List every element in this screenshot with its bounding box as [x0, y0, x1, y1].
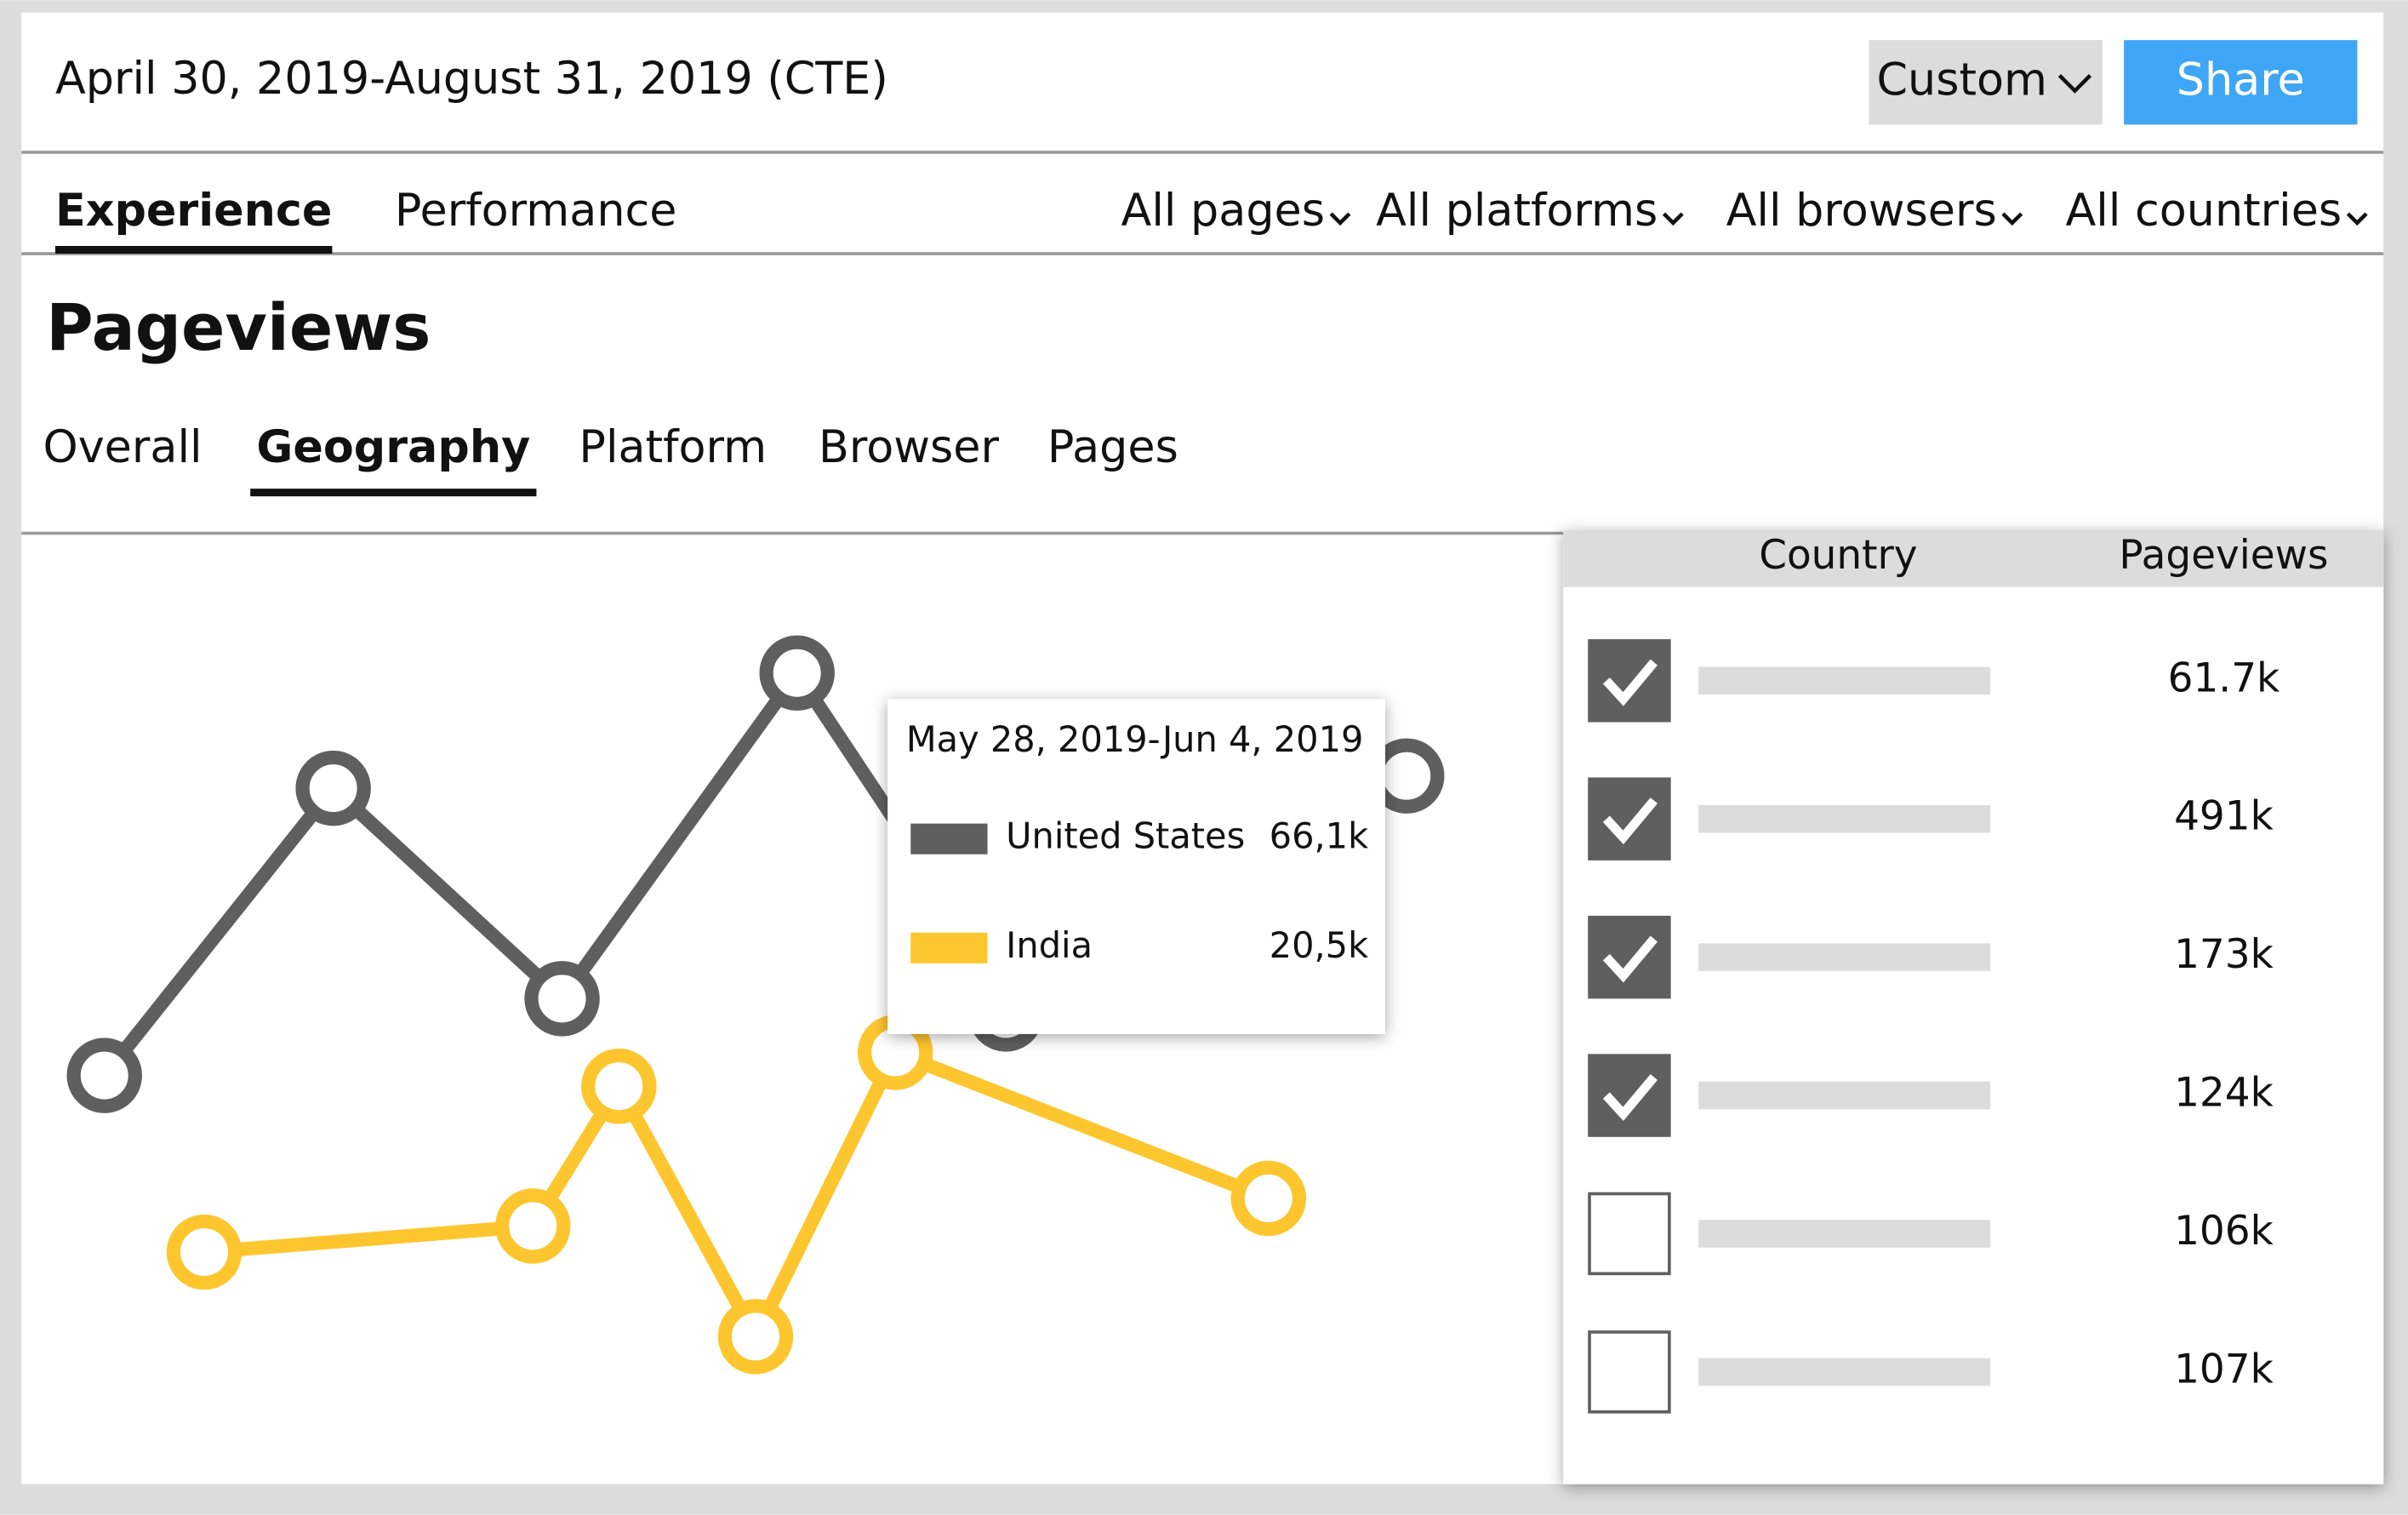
checkbox[interactable]: [1588, 1054, 1671, 1137]
checkbox[interactable]: [1588, 915, 1671, 999]
checkbox[interactable]: [1588, 777, 1671, 860]
subtab[interactable]: Browser: [819, 421, 1000, 473]
tooltip-value: 66,1k: [1270, 815, 1368, 857]
country-placeholder: [1698, 1358, 1991, 1386]
checkmark: [1602, 659, 1658, 706]
country-placeholder: [1698, 666, 1991, 695]
tab[interactable]: Experience: [55, 185, 332, 237]
pageviews-value: 61.7k: [2168, 655, 2280, 701]
range-select[interactable]: [1869, 40, 2103, 125]
checkbox[interactable]: [1588, 1330, 1671, 1414]
checkmark: [1602, 1073, 1658, 1121]
table-header: [1563, 529, 2384, 587]
filter[interactable]: All browsers: [1726, 185, 1997, 237]
column-header: Country: [1759, 532, 1917, 579]
tooltip-series: India: [1006, 924, 1093, 966]
country-placeholder: [1698, 1081, 1991, 1110]
country-placeholder: [1698, 943, 1991, 971]
tooltip-series: United States: [1006, 815, 1245, 857]
subtab[interactable]: Pages: [1047, 421, 1178, 473]
tooltip-value: 20,5k: [1270, 924, 1368, 966]
column-header: Pageviews: [2119, 532, 2328, 579]
legend-swatch: [910, 932, 988, 963]
dropdown-chevron[interactable]: [2057, 74, 2092, 94]
filter-chevron[interactable]: [1662, 212, 1684, 226]
date-range: April 30, 2019-August 31, 2019 (CTE): [55, 53, 888, 105]
section-title: Pageviews: [46, 290, 431, 365]
subtab[interactable]: Overall: [43, 421, 203, 473]
pageviews-value: 173k: [2174, 931, 2274, 978]
checkmark: [1602, 935, 1658, 983]
pageviews-value: 124k: [2174, 1070, 2274, 1117]
legend-swatch: [910, 823, 988, 855]
country-placeholder: [1698, 804, 1991, 833]
filter-chevron[interactable]: [2346, 212, 2368, 226]
pageviews-value: 107k: [2174, 1346, 2274, 1392]
tooltip-date: May 28, 2019-Jun 4, 2019: [906, 718, 1364, 760]
filter-chevron[interactable]: [2001, 212, 2023, 226]
filter-chevron[interactable]: [1329, 212, 1351, 226]
line-india: [203, 1045, 1271, 1344]
pageviews-value: 491k: [2174, 793, 2274, 840]
tab[interactable]: Performance: [395, 185, 677, 237]
subtab-underline: [250, 489, 537, 497]
checkmark: [1602, 798, 1658, 845]
tooltip: [887, 699, 1385, 1034]
checkbox[interactable]: [1588, 1192, 1671, 1276]
share-button[interactable]: [2124, 40, 2358, 125]
chart-illustration: [66, 635, 1445, 1375]
range-select-label[interactable]: Custom: [1877, 54, 2047, 106]
pageviews-value: 106k: [2174, 1208, 2274, 1255]
filter[interactable]: All countries: [2066, 185, 2342, 237]
subtab[interactable]: Geography: [256, 421, 530, 473]
filter[interactable]: All platforms: [1376, 185, 1658, 237]
tab-underline: [54, 245, 333, 254]
share-label[interactable]: Share: [2177, 54, 2305, 106]
country-placeholder: [1698, 1220, 1991, 1248]
subtab[interactable]: Platform: [579, 421, 767, 473]
filter[interactable]: All pages: [1121, 185, 1325, 237]
checkbox[interactable]: [1588, 639, 1671, 723]
